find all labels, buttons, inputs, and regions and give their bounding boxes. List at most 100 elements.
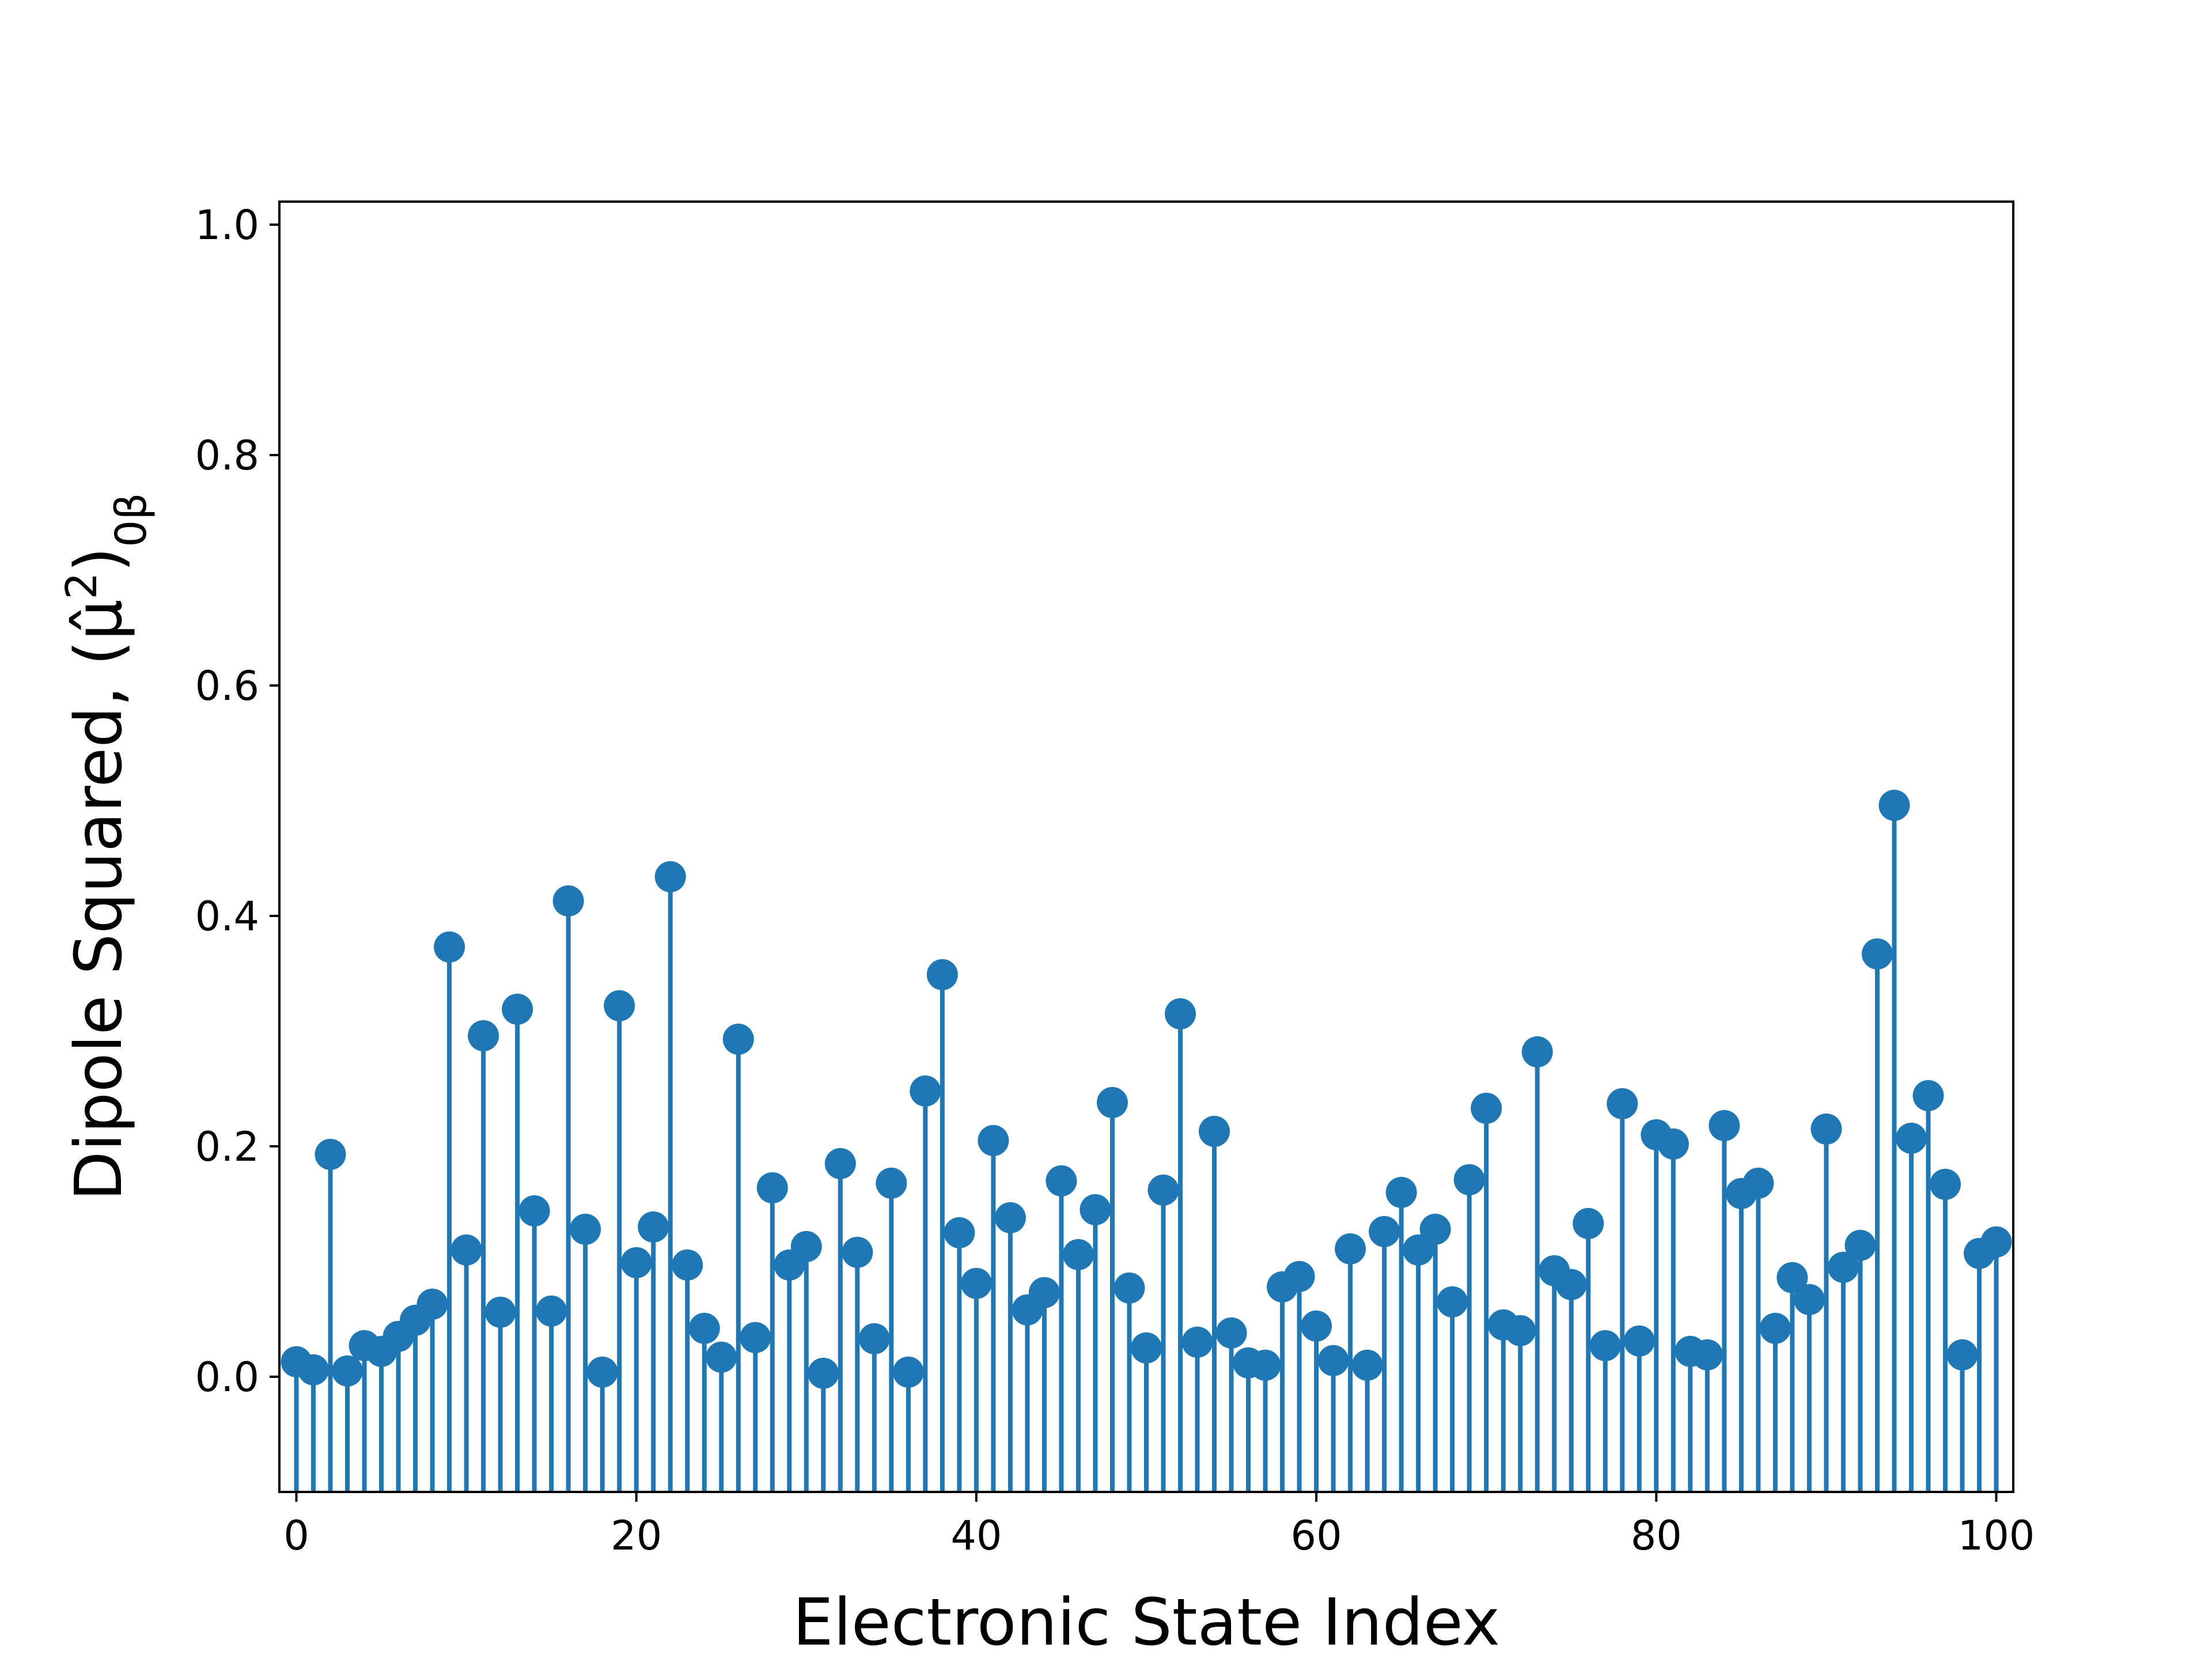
stem-marker <box>910 1075 941 1107</box>
stem-marker <box>450 1234 482 1266</box>
stem-marker <box>688 1313 720 1344</box>
stem-marker <box>1946 1339 1978 1370</box>
plot-frame <box>278 200 2014 1493</box>
stem-marker <box>790 1231 822 1262</box>
stem-marker <box>1607 1088 1638 1119</box>
stem-marker <box>842 1237 873 1268</box>
stem-marker <box>416 1289 448 1320</box>
stem-marker <box>298 1354 329 1385</box>
stem-marker <box>1165 998 1196 1029</box>
stem-marker <box>1589 1330 1621 1361</box>
stem-marker <box>1759 1313 1791 1344</box>
stem-marker <box>706 1342 737 1373</box>
stem-marker <box>1878 790 1910 821</box>
stem-marker <box>1351 1350 1383 1381</box>
x-axis-title: Electronic State Index <box>793 1585 1500 1659</box>
stem-marker <box>1929 1169 1961 1200</box>
y-tick-label: 0.0 <box>195 1354 259 1401</box>
stem-marker <box>858 1323 890 1354</box>
stem-marker <box>1369 1216 1400 1247</box>
x-tick-label: 20 <box>611 1512 662 1559</box>
stem-marker <box>892 1357 924 1388</box>
stem-marker <box>1471 1093 1502 1124</box>
stem-marker <box>1980 1226 2012 1257</box>
stem-marker <box>824 1148 856 1179</box>
x-axis-ticks: 0 20 40 60 80 100 <box>283 1492 2035 1559</box>
stem-marker <box>1743 1168 1774 1199</box>
y-tick-label: 0.4 <box>195 893 259 940</box>
y-tick-label: 1.0 <box>195 202 259 249</box>
stem-marker <box>552 885 584 916</box>
stem-marker <box>1113 1272 1145 1304</box>
stem-marker <box>1317 1345 1349 1376</box>
stem-marker <box>1335 1233 1366 1264</box>
stem-marker <box>536 1296 567 1327</box>
stem-marker <box>1555 1269 1587 1300</box>
stem-marker <box>1249 1350 1281 1381</box>
stem-marker <box>604 990 635 1021</box>
stem-marker <box>1028 1277 1060 1308</box>
stem-marker <box>1062 1239 1094 1270</box>
stem-marker <box>756 1172 788 1203</box>
stem-marker <box>586 1357 618 1388</box>
stem-marker <box>620 1247 652 1278</box>
y-tick-label: 0.2 <box>195 1123 259 1171</box>
stem-marker <box>722 1024 754 1055</box>
stem-marker <box>994 1202 1026 1233</box>
stem-marker <box>654 861 686 892</box>
stem-marker <box>434 931 465 963</box>
x-tick-label: 80 <box>1631 1512 1682 1559</box>
x-tick-label: 0 <box>283 1512 309 1559</box>
stem-marker <box>1810 1113 1842 1145</box>
stem-marker <box>1096 1087 1128 1118</box>
stem-marker <box>1147 1175 1179 1206</box>
stem-marker <box>978 1125 1009 1156</box>
stem-marker <box>1199 1116 1230 1147</box>
stem-marker <box>1793 1284 1825 1315</box>
y-axis-ticks: 0.0 0.2 0.4 0.6 0.8 1.0 <box>195 202 279 1401</box>
stem-marker <box>1131 1332 1162 1363</box>
stem-marker <box>570 1214 601 1245</box>
stem-marker <box>1437 1286 1468 1317</box>
stem-marker <box>1301 1310 1332 1342</box>
stem-marker <box>484 1297 516 1328</box>
stem-marker <box>876 1168 907 1199</box>
stem-marker <box>1827 1252 1859 1283</box>
stem-marker <box>1080 1194 1111 1225</box>
stem-marker <box>518 1195 550 1226</box>
stem-marker <box>1861 938 1893 969</box>
stem-marker <box>315 1139 346 1170</box>
stem-marker <box>1215 1317 1247 1349</box>
x-tick-label: 60 <box>1291 1512 1342 1559</box>
stem-marker <box>1623 1325 1655 1357</box>
stem-marker <box>1403 1234 1434 1266</box>
stem-marker <box>1573 1208 1604 1239</box>
stem-marker <box>1895 1123 1927 1154</box>
stem-marker <box>1709 1110 1740 1141</box>
stem-marker <box>1912 1080 1944 1111</box>
stem-marker <box>1385 1177 1417 1208</box>
stem-marker <box>1283 1261 1315 1292</box>
stem-marker <box>740 1322 771 1353</box>
stem-marker <box>502 994 533 1025</box>
stem-marker <box>1521 1036 1553 1067</box>
stem-marker <box>926 959 958 990</box>
stem-marker <box>944 1217 975 1248</box>
stem-marker <box>672 1249 703 1281</box>
stem-marker <box>1777 1262 1808 1293</box>
stem-marker <box>1419 1214 1451 1245</box>
stem-marker <box>332 1355 363 1387</box>
y-tick-label: 0.8 <box>195 432 259 479</box>
y-tick-label: 0.6 <box>195 662 259 710</box>
stem-markers <box>281 790 2012 1389</box>
stem-marker <box>1657 1128 1689 1160</box>
stem-lines <box>294 805 1999 1492</box>
stem-marker <box>808 1358 839 1389</box>
stem-marker <box>1844 1230 1876 1261</box>
stem-marker <box>1046 1165 1077 1196</box>
stem-marker <box>638 1211 669 1243</box>
x-tick-label: 40 <box>950 1512 1002 1559</box>
stem-marker <box>1453 1164 1485 1195</box>
stem-marker <box>1181 1327 1213 1358</box>
